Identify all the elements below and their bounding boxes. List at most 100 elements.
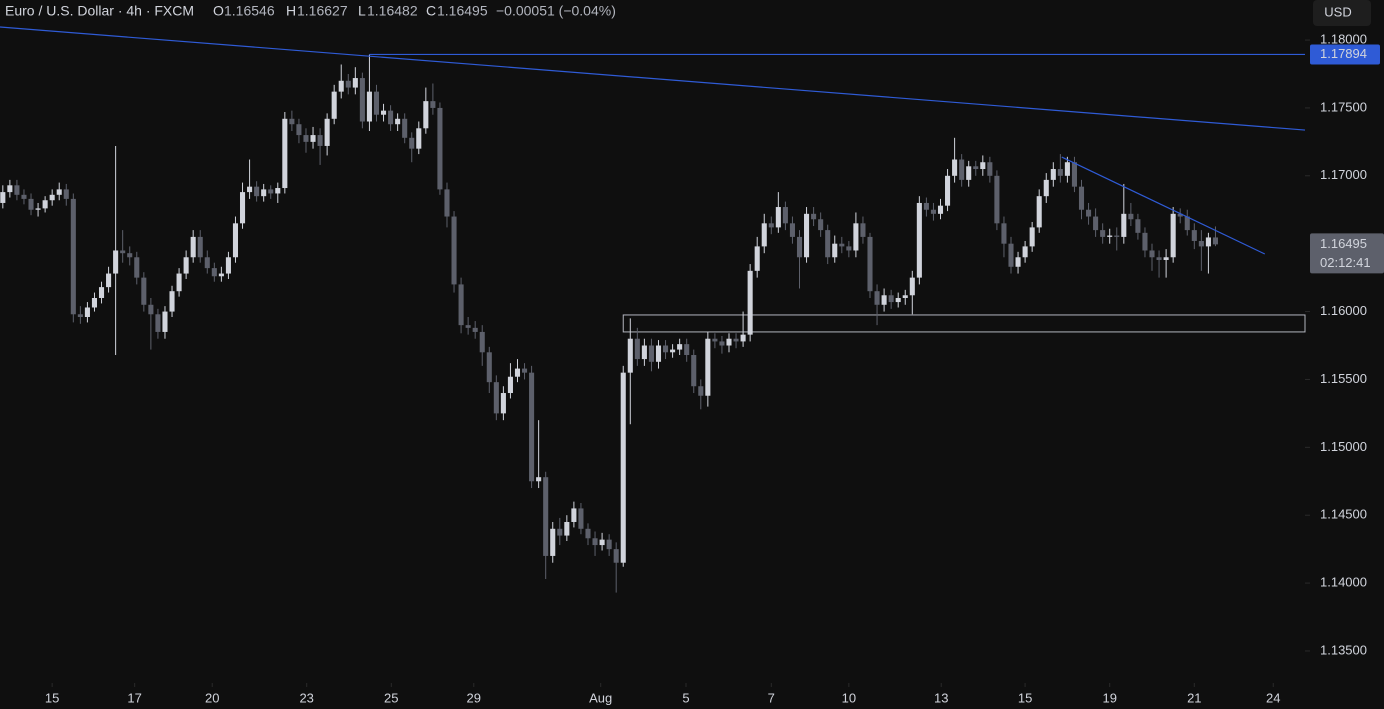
ohlc-value: 1.16495 — [437, 3, 488, 19]
candle-body — [557, 528, 563, 536]
candle-body — [1184, 216, 1190, 231]
candle-body — [839, 243, 845, 247]
candle-body — [1163, 257, 1169, 260]
candle-body — [768, 223, 774, 228]
candle-body — [937, 205, 944, 214]
symbol: Euro / U.S. Dollar · 4h · FXCM — [5, 3, 194, 19]
candle-body — [1170, 213, 1176, 258]
candle-body — [923, 202, 929, 210]
candle-body — [289, 118, 295, 125]
candle-body — [169, 291, 175, 312]
candle-body — [14, 185, 20, 195]
ohlc-label: H — [286, 3, 296, 19]
candle-body — [282, 118, 288, 189]
x-tick-label: 24 — [1266, 690, 1280, 705]
candle-body — [359, 78, 365, 122]
candle-body — [973, 166, 979, 170]
candle-body — [1114, 235, 1120, 237]
candle-body — [141, 277, 147, 305]
candle-body — [916, 202, 922, 278]
candle-body — [888, 295, 894, 303]
currency[interactable]: USD — [1324, 4, 1351, 19]
candle-body — [1043, 179, 1049, 197]
ohlc-label: L — [358, 3, 366, 19]
candle-body — [423, 101, 429, 129]
candle-body — [740, 334, 746, 342]
candle-body — [804, 213, 810, 258]
candle-body — [338, 80, 344, 92]
candle-body — [7, 185, 13, 193]
candle-body — [627, 338, 633, 373]
price-badge — [1310, 44, 1380, 65]
candle-body — [1100, 230, 1106, 237]
y-tick-label: 1.17500 — [1320, 99, 1367, 114]
candle-body — [811, 213, 817, 220]
candle-body — [148, 304, 154, 315]
candle-body — [818, 219, 824, 231]
candle-body — [1198, 240, 1204, 247]
candle-body — [331, 91, 337, 119]
candle-body — [606, 539, 612, 550]
x-tick-label: 15 — [45, 690, 59, 705]
candle-body — [176, 273, 182, 292]
candle-body — [218, 273, 224, 277]
countdown: 02:12:41 — [1320, 255, 1371, 270]
candle-body — [1015, 257, 1021, 267]
candle-body — [754, 246, 760, 271]
candle-body — [120, 250, 126, 254]
candle-body — [1057, 169, 1063, 176]
candle-body — [352, 78, 358, 88]
candle-body — [500, 393, 506, 414]
candle-body — [197, 236, 203, 258]
candle-body — [1212, 237, 1218, 245]
candle-body — [21, 194, 27, 199]
candle-body — [345, 80, 351, 88]
ohlc-value: 1.16627 — [297, 3, 348, 19]
candle-body — [437, 107, 443, 190]
candle-body — [522, 368, 528, 373]
candle-body — [564, 521, 570, 536]
candle-body — [204, 257, 210, 269]
candle-body — [479, 331, 485, 353]
last-price-badge — [1310, 233, 1384, 274]
candle-body — [634, 338, 640, 360]
candle-body — [451, 216, 457, 285]
candle-body — [0, 192, 6, 203]
candle-body — [895, 297, 901, 303]
candle-body — [1205, 237, 1211, 247]
candle-body — [458, 284, 464, 326]
candle-body — [1022, 246, 1028, 258]
candle-body — [529, 372, 535, 482]
candle-body — [493, 382, 499, 414]
candle-body — [366, 91, 372, 122]
candle-body — [409, 137, 415, 149]
candle-body — [966, 166, 972, 180]
y-tick-label: 1.14500 — [1320, 507, 1367, 522]
candle-body — [1064, 162, 1070, 176]
candle-body — [1149, 250, 1155, 258]
plot-area — [0, 26, 1306, 593]
candle-body — [77, 314, 83, 317]
candle-body — [1008, 243, 1014, 267]
candle-body — [846, 246, 852, 251]
candle-body — [42, 200, 48, 209]
candle-body — [536, 477, 542, 482]
candle-body — [832, 243, 838, 258]
candle-body — [1135, 219, 1141, 233]
candle-body — [719, 341, 725, 346]
candle-body — [775, 207, 781, 228]
currency-button[interactable] — [1313, 0, 1371, 26]
candle-body — [514, 368, 521, 377]
candle-body — [881, 295, 887, 305]
candle-body — [239, 192, 246, 224]
candle-body — [486, 352, 492, 383]
x-tick-label: 29 — [467, 690, 481, 705]
candle-body — [98, 287, 105, 298]
candle-body — [860, 223, 866, 237]
candle-body — [705, 338, 711, 396]
candle-body — [550, 528, 556, 556]
candle-body — [35, 208, 41, 210]
x-tick-label: 19 — [1102, 690, 1116, 705]
